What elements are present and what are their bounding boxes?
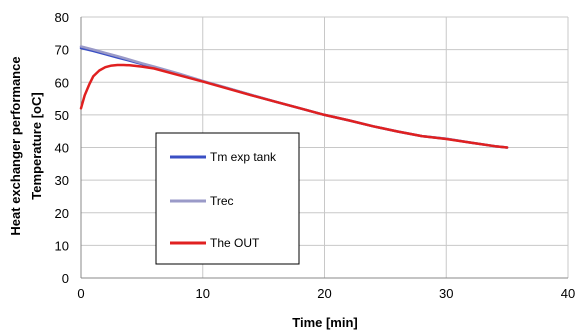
x-tick-label: 20 xyxy=(317,286,331,301)
y-tick-label: 30 xyxy=(55,173,69,188)
y-axis-label: Temperature [oC] xyxy=(29,92,44,199)
legend-label: The OUT xyxy=(210,236,260,250)
y-tick-label: 40 xyxy=(55,141,69,156)
y-tick-label: 50 xyxy=(55,108,69,123)
legend-label: Tm exp tank xyxy=(210,150,277,164)
legend: Tm exp tank Trec The OUT xyxy=(155,132,300,265)
y-tick-label: 70 xyxy=(55,43,69,58)
series-line-the-out xyxy=(79,63,509,149)
x-tick-label: 30 xyxy=(439,286,453,301)
axes xyxy=(80,17,568,279)
x-tick-labels: 0 10 20 30 40 xyxy=(77,286,575,301)
series-lines xyxy=(79,45,509,149)
y-tick-label: 0 xyxy=(62,271,69,286)
outer-side-label: Heat exchanger performance xyxy=(8,56,23,235)
x-tick-label: 10 xyxy=(196,286,210,301)
y-tick-labels: 0 10 20 30 40 50 60 70 80 xyxy=(55,10,69,286)
legend-label: Trec xyxy=(210,194,234,208)
x-tick-label: 40 xyxy=(561,286,575,301)
y-tick-label: 20 xyxy=(55,206,69,221)
y-tick-label: 80 xyxy=(55,10,69,25)
y-tick-label: 60 xyxy=(55,75,69,90)
y-tick-label: 10 xyxy=(55,238,69,253)
x-axis-label: Time [min] xyxy=(292,315,358,330)
x-tick-label: 0 xyxy=(77,286,84,301)
